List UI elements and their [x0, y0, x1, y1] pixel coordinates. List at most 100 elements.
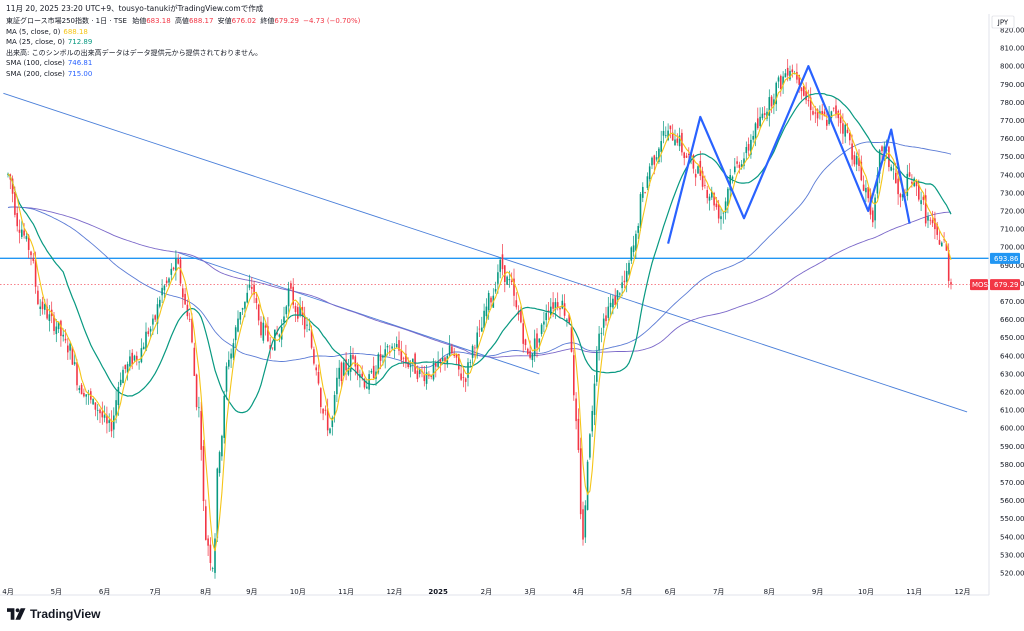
candle-body — [232, 343, 235, 358]
candle-body — [294, 306, 297, 312]
candle-body — [478, 328, 481, 330]
candle-body — [395, 343, 398, 348]
candle-body — [455, 354, 458, 358]
candle-body — [389, 351, 391, 353]
candle-body — [798, 74, 800, 85]
indicator-volume[interactable]: 出来高: このシンボルの出来高データはデータ提供元から提供されておりません。 — [6, 48, 262, 57]
candle-body — [131, 352, 133, 365]
candle-body — [170, 268, 173, 275]
tradingview-brand[interactable]: TradingView — [7, 607, 100, 621]
candle-body — [612, 298, 614, 308]
candle-body — [885, 149, 888, 151]
candle-body — [228, 359, 230, 367]
candle-body — [497, 272, 499, 284]
candle-body — [605, 315, 607, 322]
candle-body — [570, 327, 573, 352]
time-tick-label: 2月 — [481, 588, 492, 596]
candle-body — [87, 393, 90, 395]
candle-body — [23, 230, 25, 236]
candle-body — [349, 354, 352, 372]
candle-body — [554, 302, 557, 310]
candle-body — [789, 70, 791, 80]
candle-body — [867, 187, 869, 199]
indicator-ma5[interactable]: MA (5, close, 0) 688.18 — [6, 27, 88, 36]
indicator-ma25[interactable]: MA (25, close, 0) 712.89 — [6, 38, 93, 46]
candle-body — [653, 155, 656, 165]
candle-body — [285, 306, 288, 315]
candle-body — [418, 368, 421, 375]
candle-body — [757, 118, 759, 129]
candle-body — [805, 90, 807, 101]
candle-body — [237, 318, 239, 332]
candle-body — [750, 139, 752, 155]
candle-body — [849, 132, 851, 141]
candle-body — [745, 147, 748, 154]
candle-body — [648, 166, 651, 180]
candle-body — [637, 225, 639, 233]
candle-body — [791, 69, 794, 73]
candle-body — [354, 356, 357, 367]
candle-body — [16, 213, 18, 227]
candle-body — [513, 278, 515, 296]
ohlc-high: 高値688.17 — [174, 17, 214, 25]
candle-body — [607, 306, 610, 318]
price-tick-label: 570.00 — [1000, 479, 1024, 487]
price-tick-label: 770.00 — [1000, 117, 1024, 125]
time-tick-label: 12月 — [386, 588, 402, 596]
candle-body — [317, 372, 320, 384]
candle-body — [303, 315, 306, 330]
time-axis[interactable]: 4月 5月 6月 7月 8月 9月 10月 11月 12月 2025 2月 3月 4月 5月 6月 7月 8月 9… — [2, 588, 970, 596]
candle-body — [67, 345, 69, 353]
candle-body — [782, 76, 784, 86]
sma-layer — [7, 141, 952, 369]
ohlc-open: 始値683.18 — [132, 17, 171, 25]
candle-body — [890, 166, 892, 171]
candle-body — [425, 372, 428, 384]
candle-body — [832, 107, 835, 109]
candle-body — [901, 194, 904, 198]
candle-body — [533, 338, 536, 356]
horizontal-line-tag — [990, 252, 1020, 264]
price-axis[interactable]: 520.00 530.00 540.00 550.00 560.00 570.00 580.… — [970, 27, 1024, 578]
ohlc-low: 安値676.02 — [217, 17, 257, 25]
price-tick-label: 640.00 — [1000, 352, 1024, 360]
candle-body — [490, 297, 492, 303]
indicator-sma200[interactable]: SMA (200, close) 715.00 — [6, 69, 93, 78]
candle-body — [515, 300, 518, 308]
candle-body — [416, 370, 419, 379]
candle-body — [110, 420, 113, 432]
candle-body — [80, 384, 83, 395]
candle-body — [669, 125, 672, 130]
candle-body — [865, 187, 867, 193]
candle-body — [129, 356, 131, 367]
time-tick-label: 5月 — [51, 588, 62, 596]
candle-body — [579, 448, 582, 515]
candle-body — [299, 305, 301, 316]
indicator-sma100[interactable]: SMA (100, close) 746.81 — [6, 59, 93, 67]
candle-body — [600, 332, 603, 334]
candle-body — [347, 367, 350, 375]
candle-body — [140, 348, 143, 363]
candle-body — [352, 355, 354, 359]
candle-body — [230, 353, 232, 359]
time-tick-label: 6月 — [99, 588, 110, 596]
symbol-name: 東証グロース市場250指数 · 1日 · TSE — [6, 17, 127, 25]
candle-body — [474, 347, 476, 349]
price-tick-label: 740.00 — [1000, 171, 1024, 179]
candle-body — [821, 111, 823, 115]
candle-body — [855, 156, 858, 165]
trendline — [178, 252, 540, 375]
candle-body — [414, 353, 416, 374]
candle-body — [39, 306, 41, 309]
time-tick-label: 7月 — [149, 588, 160, 596]
candle-body — [179, 259, 182, 284]
horizontal-line-tag-text: 693.86 — [994, 255, 1019, 263]
candle-body — [356, 364, 359, 374]
candle-body — [814, 112, 817, 114]
candle-body — [759, 116, 761, 126]
candle-body — [253, 284, 255, 295]
symbol-row[interactable]: 東証グロース市場250指数 · 1日 · TSE 始値683.18 高値688.… — [6, 16, 360, 27]
candle-body — [55, 326, 58, 335]
candle-body — [685, 155, 688, 158]
